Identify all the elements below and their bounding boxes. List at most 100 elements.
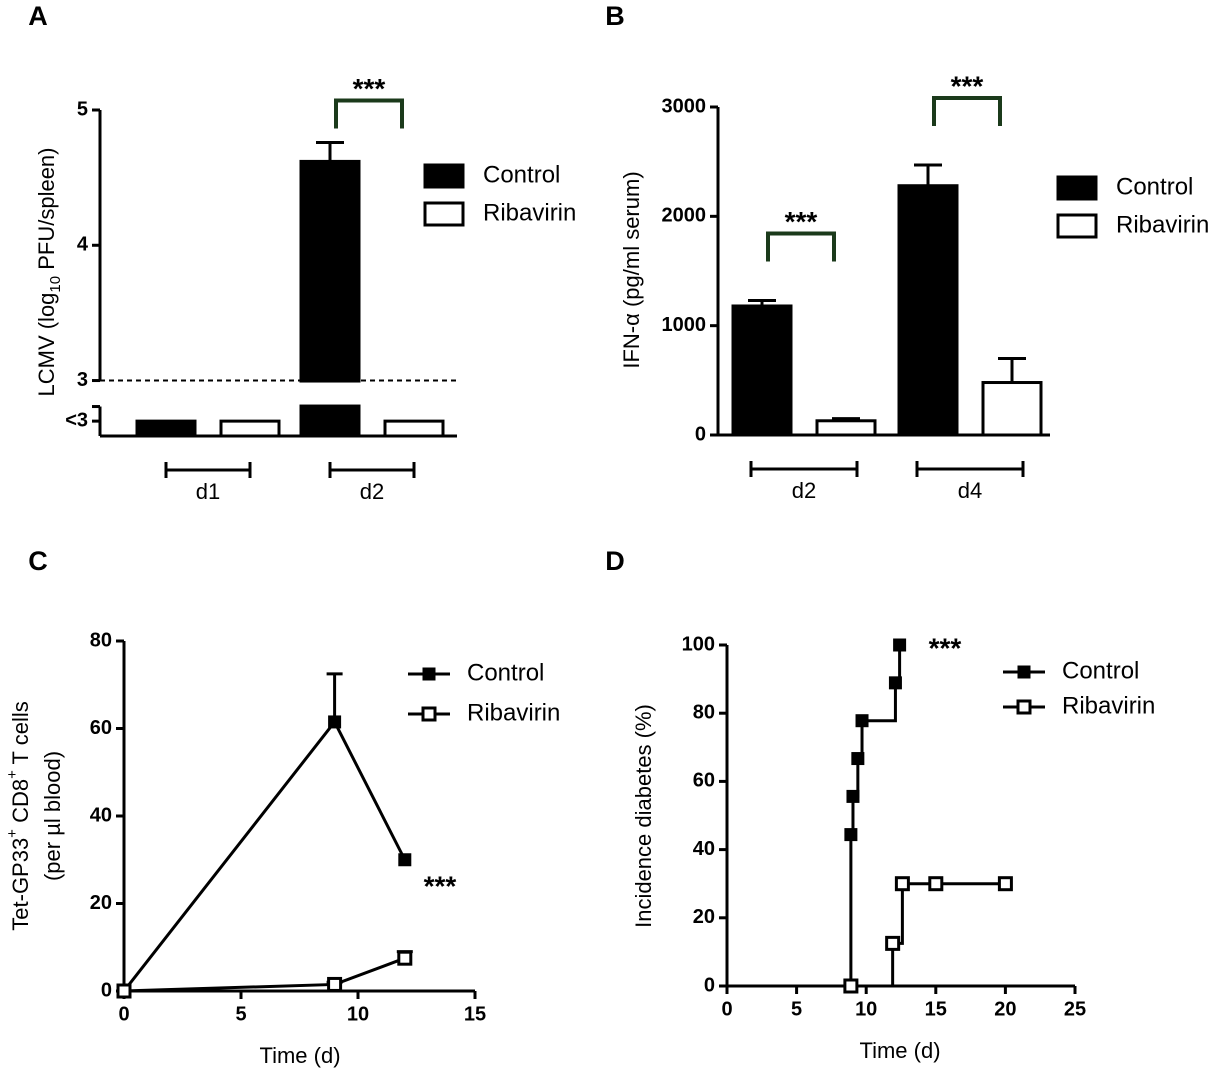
y-tick-label: 60: [90, 717, 112, 739]
panel-letter: C: [28, 546, 48, 576]
y-tick-label: 20: [693, 906, 715, 928]
label-part: IFN-α (pg/ml serum): [619, 171, 644, 368]
y-tick-label: 0: [704, 974, 715, 996]
bar: [981, 381, 1043, 437]
y-tick-label: 20: [90, 892, 112, 914]
bar: [135, 419, 197, 438]
label-part: CD8: [8, 779, 33, 829]
data-point: [928, 876, 944, 892]
significance-bracket: [766, 231, 836, 262]
x-tick-label: 0: [118, 1003, 129, 1025]
label-part: T cells: [8, 701, 33, 770]
label-part: +: [4, 770, 21, 779]
y-tick-label: <3: [65, 409, 88, 431]
label-part: +: [4, 829, 21, 838]
y-tick-label: 0: [101, 979, 112, 1001]
significance-label: ***: [424, 870, 457, 901]
legend-marker: [1016, 699, 1032, 715]
legend-label: Ribavirin: [483, 199, 576, 226]
group-label: d2: [360, 479, 384, 504]
bar: [383, 419, 445, 438]
series-line: [123, 956, 406, 993]
data-point: [997, 876, 1013, 892]
legend-swatch: [423, 163, 465, 189]
legend-label: Ribavirin: [467, 699, 560, 726]
label-part: Tet-GP33: [8, 838, 33, 931]
legend-label: Control: [1062, 657, 1139, 684]
legend-marker: [1017, 665, 1031, 679]
y-tick-label: 80: [90, 629, 112, 651]
y-tick-label: 3: [77, 369, 88, 391]
label-part: (per µl blood): [40, 751, 65, 881]
significance-label: ***: [951, 70, 984, 101]
data-point: [327, 976, 343, 992]
legend-label: Ribavirin: [1062, 692, 1155, 719]
data-point: [894, 876, 910, 892]
label-part: LCMV (log: [34, 293, 59, 397]
y-tick-label: 3000: [662, 95, 707, 117]
legend-swatch: [423, 201, 465, 227]
legend-label: Control: [467, 659, 544, 686]
data-point: [116, 983, 132, 999]
significance-bracket: [334, 98, 404, 129]
group-label: d2: [792, 478, 816, 503]
panel-letter: D: [605, 546, 625, 576]
x-tick-label: 15: [464, 1003, 486, 1025]
significance-label: ***: [929, 632, 962, 663]
step-line: [850, 882, 1006, 988]
axis-break-gap: [102, 382, 459, 405]
y-tick-label: 0: [695, 423, 706, 445]
axis-label: Tet-GP33+ CD8+ T cells: [4, 701, 32, 930]
legend-marker: [422, 667, 436, 681]
data-point: [846, 789, 860, 803]
y-tick-label: 60: [693, 770, 715, 792]
x-axis-label: Time (d): [259, 1043, 340, 1068]
significance-label: ***: [353, 73, 386, 104]
x-tick-label: 5: [235, 1003, 246, 1025]
legend-label: Control: [1116, 173, 1193, 200]
axis-label: IFN-α (pg/ml serum): [619, 171, 644, 368]
group-label: d1: [196, 479, 220, 504]
legend-label: Ribavirin: [1116, 211, 1209, 238]
axis-label: Incidence diabetes (%): [631, 704, 656, 928]
x-tick-label: 5: [791, 998, 802, 1020]
legend-label: Control: [483, 161, 560, 188]
data-point: [328, 715, 342, 729]
label-part: 10: [47, 276, 64, 293]
y-tick-label: 40: [90, 804, 112, 826]
y-tick-label: 2000: [662, 205, 707, 227]
y-tick-label: 1000: [662, 314, 707, 336]
axis-label: (per µl blood): [40, 751, 65, 881]
x-axis-label: Time (d): [859, 1038, 940, 1063]
bar: [731, 304, 793, 437]
data-point: [893, 638, 907, 652]
y-tick-label: 5: [77, 98, 88, 120]
data-point: [398, 853, 412, 867]
data-point: [397, 950, 413, 966]
y-tick-label: 80: [693, 701, 715, 723]
panel-letter: B: [605, 1, 625, 31]
legend-swatch: [1056, 175, 1098, 201]
bar: [815, 419, 877, 437]
label-part: Incidence diabetes (%): [631, 704, 656, 928]
y-tick-label: 100: [682, 633, 715, 655]
legend-swatch: [1056, 213, 1098, 239]
y-tick-label: 40: [693, 838, 715, 860]
bar: [219, 419, 281, 438]
significance-label: ***: [785, 206, 818, 237]
data-point: [844, 828, 858, 842]
data-point: [855, 714, 869, 728]
x-tick-label: 10: [855, 998, 877, 1020]
x-tick-label: 15: [925, 998, 947, 1020]
axis-label: LCMV (log10 PFU/spleen): [34, 148, 65, 397]
data-point: [851, 752, 865, 766]
data-point: [885, 935, 901, 951]
step-line: [849, 645, 902, 986]
group-label: d4: [958, 478, 982, 503]
panel-letter: A: [28, 1, 48, 31]
series-line: [122, 719, 407, 992]
bar: [897, 184, 959, 437]
data-point: [843, 978, 859, 994]
significance-bracket: [932, 95, 1002, 126]
